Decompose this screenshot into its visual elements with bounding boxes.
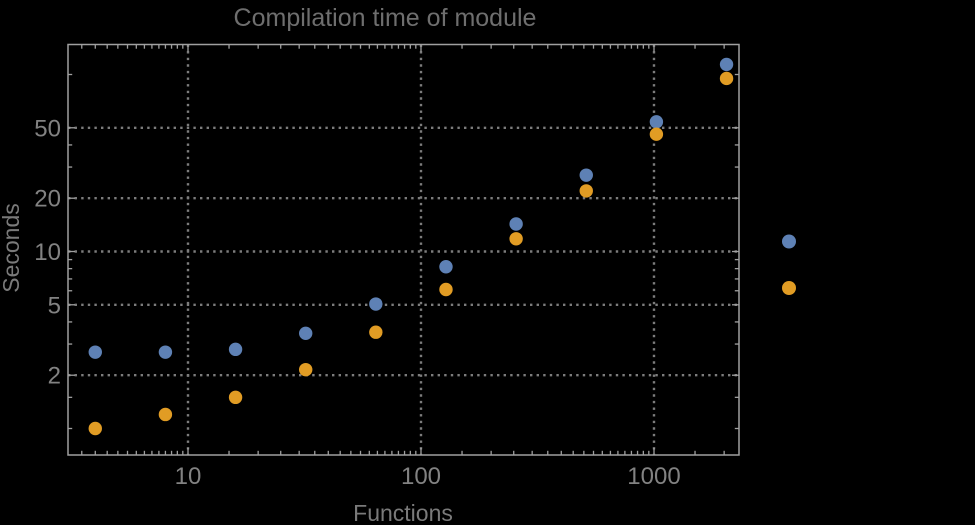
x-tick-label: 1000 xyxy=(627,463,680,490)
data-point xyxy=(509,217,523,231)
data-point xyxy=(88,345,102,359)
data-point xyxy=(719,57,734,72)
data-point xyxy=(158,407,173,422)
y-tick-label: 10 xyxy=(34,239,61,266)
chart-title: Compilation time of module xyxy=(234,4,537,32)
x-axis-label: Functions xyxy=(353,500,453,525)
y-tick-label: 20 xyxy=(34,186,61,213)
data-point xyxy=(88,421,102,436)
data-points xyxy=(88,57,734,436)
data-point xyxy=(369,297,383,311)
data-point xyxy=(298,326,313,341)
data-point xyxy=(579,184,593,198)
legend-marker-series-2 xyxy=(782,281,796,295)
data-point xyxy=(228,342,243,357)
x-tick-label: 100 xyxy=(401,463,441,490)
y-axis-label: Seconds xyxy=(0,203,24,293)
y-tick-label: 50 xyxy=(34,115,61,142)
legend xyxy=(782,234,796,295)
data-point xyxy=(228,390,243,405)
data-point xyxy=(298,362,313,377)
plot-frame xyxy=(67,43,740,456)
data-point xyxy=(649,127,664,141)
y-tick-label: 2 xyxy=(48,363,61,390)
data-point xyxy=(579,168,593,182)
gridlines xyxy=(68,44,739,455)
data-point xyxy=(509,232,523,246)
tick-labels: 10 100 1000 2 5 10 20 50 xyxy=(34,115,680,490)
y-tick-label: 5 xyxy=(48,292,61,319)
legend-marker-series-1 xyxy=(782,234,796,249)
data-point xyxy=(439,260,453,274)
data-point xyxy=(719,71,734,86)
data-point xyxy=(369,325,383,339)
data-point xyxy=(439,282,453,297)
x-tick-label: 10 xyxy=(175,463,202,490)
data-point xyxy=(649,115,664,129)
axis-ticks xyxy=(68,44,739,455)
data-point xyxy=(158,345,173,359)
